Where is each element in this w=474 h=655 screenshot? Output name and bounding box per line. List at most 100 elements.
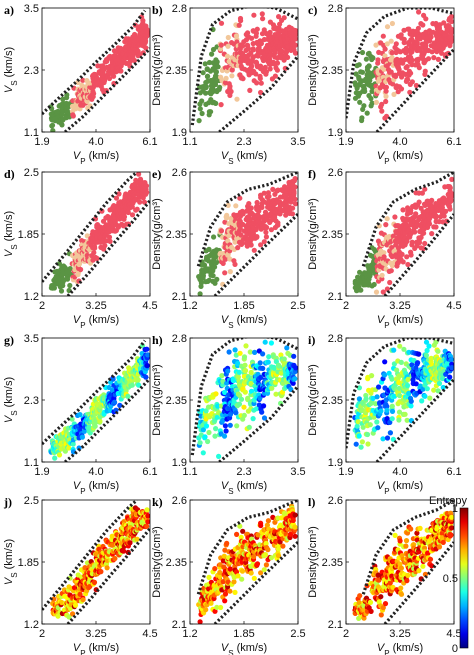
scatter-point — [278, 515, 285, 521]
scatter-point — [206, 59, 213, 66]
scatter-point — [248, 570, 254, 576]
scatter-point — [200, 427, 206, 433]
scatter-point — [430, 29, 436, 35]
scatter-point — [221, 553, 227, 559]
scatter-point — [261, 239, 267, 245]
scatter-point — [67, 266, 73, 272]
scatter-point — [428, 355, 434, 361]
scatter-point — [378, 408, 384, 414]
panel-label: f) — [308, 167, 316, 181]
y-tick-label: 1.1 — [24, 127, 39, 139]
scatter-point — [370, 55, 376, 61]
scatter-point — [404, 382, 411, 389]
scatter-point — [390, 233, 396, 239]
scatter-point — [397, 343, 403, 349]
scatter-point — [292, 42, 298, 48]
scatter-point — [218, 102, 224, 108]
scatter-point — [384, 41, 390, 47]
scatter-point — [399, 251, 405, 257]
scatter-point — [262, 64, 268, 70]
scatter-point — [397, 538, 403, 544]
scatter-point — [284, 345, 290, 351]
scatter-point — [227, 83, 233, 89]
scatter-point — [260, 365, 266, 371]
scatter-point — [112, 555, 118, 562]
scatter-point — [222, 423, 228, 429]
y-tick-label: 1.85 — [18, 557, 39, 569]
scatter-point — [238, 534, 244, 540]
panel-d: 2 3.25 4.51.21.852.5VP (km/s)VS (km/s)d) — [3, 167, 158, 330]
scatter-point — [262, 339, 268, 345]
scatter-point — [404, 417, 410, 423]
scatter-point — [203, 408, 209, 414]
scatter-point — [387, 279, 393, 286]
scatter-point — [218, 228, 225, 234]
scatter-point — [288, 531, 294, 537]
scatter-points — [196, 503, 298, 624]
scatter-point — [272, 73, 278, 79]
scatter-point — [403, 543, 409, 549]
scatter-point — [408, 70, 414, 76]
scatter-point — [439, 50, 445, 56]
y-axis-label: VS (km/s) — [3, 211, 19, 257]
scatter-point — [373, 289, 380, 295]
y-axis-label: Density(g/cm³) — [151, 198, 163, 270]
scatter-point — [448, 356, 454, 363]
scatter-point — [235, 374, 241, 380]
scatter-point — [235, 245, 241, 251]
scatter-points — [196, 11, 298, 124]
scatter-point — [223, 75, 229, 81]
scatter-point — [386, 233, 393, 240]
lower-bound-line — [213, 541, 298, 624]
scatter-point — [389, 20, 395, 27]
scatter-point — [238, 396, 245, 402]
scatter-point — [373, 99, 379, 105]
scatter-point — [125, 393, 131, 399]
scatter-point — [59, 599, 65, 606]
scatter-point — [383, 93, 389, 99]
x-tick-label: 4.5 — [142, 300, 157, 312]
x-tick-label: 1.9 — [34, 466, 49, 478]
scatter-point — [62, 448, 68, 454]
scatter-point — [227, 566, 233, 572]
scatter-point — [387, 419, 393, 425]
scatter-point — [140, 18, 146, 24]
scatter-point — [395, 245, 402, 251]
scatter-point — [265, 547, 271, 553]
scatter-point — [384, 407, 390, 413]
scatter-point — [212, 608, 218, 614]
scatter-point — [251, 247, 257, 253]
scatter-point — [257, 63, 264, 69]
x-tick-label: 1.85 — [233, 628, 254, 640]
scatter-point — [121, 548, 127, 554]
scatter-point — [70, 449, 77, 455]
scatter-point — [275, 220, 281, 226]
scatter-point — [66, 614, 72, 620]
scatter-point — [273, 391, 279, 397]
panel-l: 2 3.25 4.52.12.352.6VP (km/s)Density(g/cm³… — [307, 495, 462, 655]
scatter-point — [391, 347, 397, 353]
scatter-point — [264, 224, 270, 231]
scatter-point — [236, 22, 242, 28]
scatter-point — [113, 195, 120, 201]
x-tick-label: 1.1 — [182, 466, 197, 478]
scatter-point — [422, 68, 428, 74]
scatter-point — [274, 67, 280, 73]
scatter-point — [267, 29, 273, 35]
panel-e: 1.2 1.85 2.52.12.352.6VS (km/s)Density(g/c… — [151, 167, 306, 330]
y-tick-label: 1.85 — [18, 229, 39, 241]
scatter-point — [104, 557, 110, 564]
scatter-point — [94, 255, 100, 262]
scatter-point — [235, 573, 241, 579]
scatter-point — [222, 219, 228, 225]
scatter-point — [234, 531, 240, 538]
scatter-point — [255, 532, 261, 538]
y-tick-label: 1.9 — [328, 457, 343, 469]
scatter-point — [261, 567, 267, 573]
x-axis-label: VP (km/s) — [73, 480, 119, 496]
scatter-point — [145, 513, 150, 519]
scatter-point — [261, 403, 267, 409]
scatter-point — [379, 101, 385, 107]
y-tick-label: 2.8 — [328, 333, 343, 345]
scatter-point — [449, 176, 454, 182]
